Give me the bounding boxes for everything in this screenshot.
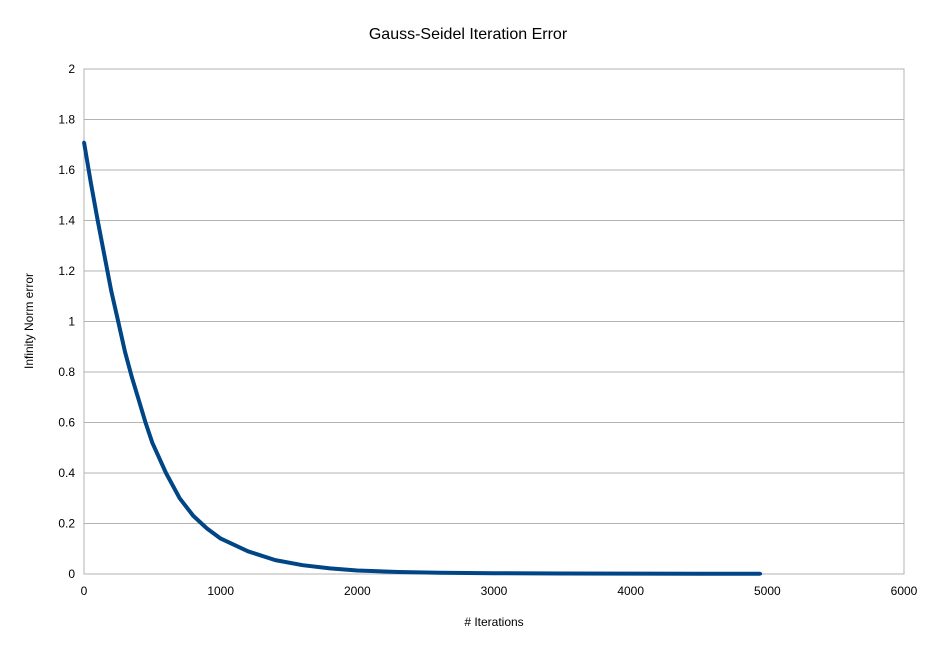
data-point — [130, 375, 134, 379]
data-point — [164, 471, 168, 475]
series-layer — [82, 140, 763, 576]
data-point — [560, 571, 564, 576]
data-point — [492, 571, 496, 575]
data-point — [246, 549, 250, 553]
y-tick-label: 0.2 — [58, 517, 75, 531]
y-tick-label: 1.4 — [58, 214, 75, 228]
y-tick-label: 1.6 — [58, 163, 75, 177]
data-point — [137, 398, 141, 402]
data-point — [273, 558, 277, 562]
x-tick-label: 4000 — [617, 584, 644, 598]
data-point — [629, 572, 633, 576]
data-point — [697, 572, 701, 576]
y-tick-label: 2 — [68, 62, 75, 76]
y-tick-label: 1 — [68, 315, 75, 329]
data-point — [219, 537, 223, 541]
data-point — [758, 572, 763, 576]
data-point — [150, 441, 154, 445]
y-tick-label: 0 — [68, 567, 75, 581]
x-tick-label: 6000 — [891, 584, 918, 598]
data-point — [123, 350, 127, 354]
data-point — [116, 319, 120, 324]
data-point — [82, 140, 86, 144]
data-point — [355, 568, 359, 573]
x-tick-label: 5000 — [754, 584, 781, 598]
y-axis-label: Infinity Norm error — [22, 273, 36, 369]
chart-title: Gauss-Seidel Iteration Error — [369, 26, 568, 43]
x-axis-label: # Iterations — [464, 615, 523, 629]
data-point — [89, 181, 93, 185]
x-tick-label: 0 — [81, 584, 88, 598]
data-point — [178, 496, 182, 500]
x-tick-label: 2000 — [344, 584, 371, 598]
x-tick-label: 3000 — [481, 584, 508, 598]
data-point — [396, 570, 400, 574]
data-point — [191, 514, 195, 518]
y-tick-label: 0.8 — [58, 365, 75, 379]
grid-layer — [84, 68, 904, 575]
data-point — [96, 218, 100, 223]
series-line — [82, 141, 761, 576]
x-tick-label: 1000 — [207, 584, 234, 598]
data-point — [102, 254, 107, 258]
y-tick-label: 1.2 — [58, 264, 75, 278]
tick-layer: 0 0.2 0.4 0.6 0.8 1 1.2 1.4 1.6 1.8 2 0 1000 2000 3000… — [58, 62, 917, 598]
y-tick-label: 0.6 — [58, 416, 75, 430]
data-point — [437, 571, 441, 575]
data-point — [109, 289, 113, 293]
data-point — [205, 526, 209, 531]
data-point — [143, 420, 148, 425]
data-point — [301, 563, 305, 567]
data-point — [328, 566, 332, 571]
y-tick-label: 1.8 — [58, 113, 75, 127]
y-tick-label: 0.4 — [58, 466, 75, 480]
